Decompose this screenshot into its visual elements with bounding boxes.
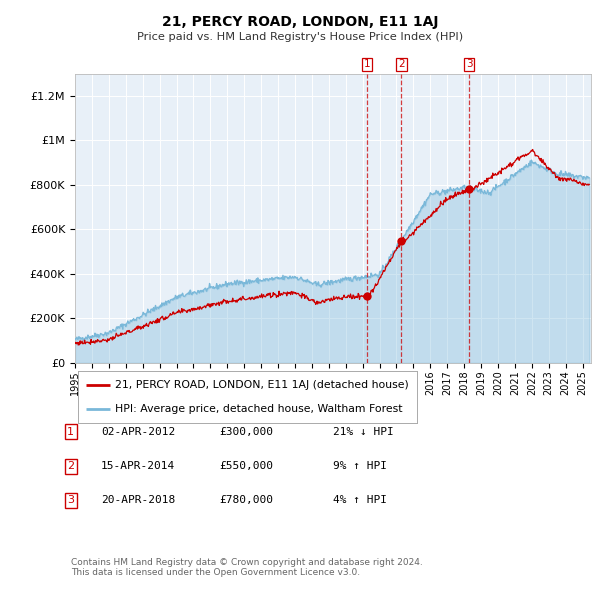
Text: £780,000: £780,000 (219, 496, 273, 505)
Text: 20-APR-2018: 20-APR-2018 (101, 496, 175, 505)
Text: 02-APR-2012: 02-APR-2012 (101, 427, 175, 437)
Text: 21, PERCY ROAD, LONDON, E11 1AJ (detached house): 21, PERCY ROAD, LONDON, E11 1AJ (detache… (115, 380, 409, 390)
Text: 1: 1 (364, 60, 370, 70)
Text: HPI: Average price, detached house, Waltham Forest: HPI: Average price, detached house, Walt… (115, 404, 403, 414)
Text: 1: 1 (67, 427, 74, 437)
Text: 9% ↑ HPI: 9% ↑ HPI (333, 461, 387, 471)
Text: 2: 2 (398, 60, 404, 70)
Text: 21, PERCY ROAD, LONDON, E11 1AJ: 21, PERCY ROAD, LONDON, E11 1AJ (162, 15, 438, 30)
Text: Price paid vs. HM Land Registry's House Price Index (HPI): Price paid vs. HM Land Registry's House … (137, 32, 463, 41)
Text: 2: 2 (67, 461, 74, 471)
Text: £550,000: £550,000 (219, 461, 273, 471)
Text: 3: 3 (466, 60, 473, 70)
Text: 21% ↓ HPI: 21% ↓ HPI (333, 427, 394, 437)
Text: £300,000: £300,000 (219, 427, 273, 437)
Text: 3: 3 (67, 496, 74, 505)
Text: 4% ↑ HPI: 4% ↑ HPI (333, 496, 387, 505)
Text: Contains HM Land Registry data © Crown copyright and database right 2024.
This d: Contains HM Land Registry data © Crown c… (71, 558, 422, 577)
Text: 15-APR-2014: 15-APR-2014 (101, 461, 175, 471)
